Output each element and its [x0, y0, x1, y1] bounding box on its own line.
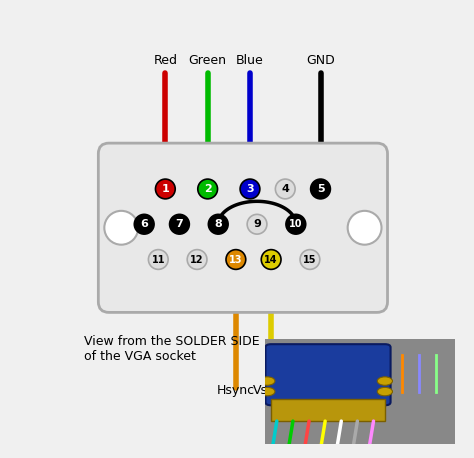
Text: View from the SOLDER SIDE
of the VGA socket: View from the SOLDER SIDE of the VGA soc…	[84, 335, 260, 364]
Circle shape	[260, 377, 275, 385]
Text: 9: 9	[253, 219, 261, 229]
Text: 5: 5	[317, 184, 324, 194]
Circle shape	[240, 179, 260, 199]
Circle shape	[187, 250, 207, 269]
Text: 1: 1	[162, 184, 169, 194]
Text: Vsync: Vsync	[253, 384, 290, 397]
Text: 7: 7	[175, 219, 183, 229]
Circle shape	[247, 214, 267, 234]
Text: 15: 15	[303, 255, 317, 265]
Text: 2: 2	[204, 184, 211, 194]
Text: 3: 3	[246, 184, 254, 194]
Circle shape	[209, 214, 228, 234]
Text: 12: 12	[191, 255, 204, 265]
FancyBboxPatch shape	[265, 344, 391, 405]
Circle shape	[104, 211, 138, 245]
Circle shape	[170, 214, 189, 234]
Circle shape	[300, 250, 320, 269]
Circle shape	[377, 387, 392, 396]
Text: 6: 6	[140, 219, 148, 229]
Circle shape	[377, 377, 392, 385]
Circle shape	[347, 211, 382, 245]
Text: Hsync: Hsync	[217, 384, 255, 397]
Text: Red: Red	[154, 55, 177, 67]
Text: 8: 8	[214, 219, 222, 229]
Circle shape	[226, 250, 246, 269]
Text: GND: GND	[306, 55, 335, 67]
Text: 13: 13	[229, 255, 243, 265]
Circle shape	[155, 179, 175, 199]
Text: 4: 4	[281, 184, 289, 194]
Circle shape	[260, 387, 275, 396]
Circle shape	[275, 179, 295, 199]
Circle shape	[148, 250, 168, 269]
Circle shape	[310, 179, 330, 199]
Text: 11: 11	[152, 255, 165, 265]
Text: Green: Green	[189, 55, 227, 67]
Text: 14: 14	[264, 255, 278, 265]
Circle shape	[286, 214, 306, 234]
FancyBboxPatch shape	[98, 143, 388, 312]
Circle shape	[198, 179, 218, 199]
Bar	[271, 399, 385, 421]
Text: 10: 10	[289, 219, 302, 229]
Circle shape	[134, 214, 154, 234]
Text: Blue: Blue	[236, 55, 264, 67]
Circle shape	[261, 250, 281, 269]
